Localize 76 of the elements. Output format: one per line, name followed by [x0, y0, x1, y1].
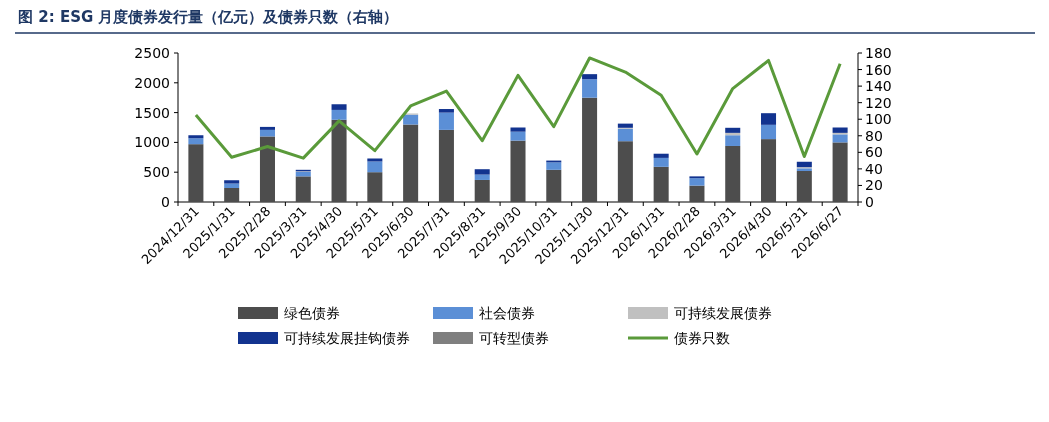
- y2-tick-label: 100: [865, 111, 892, 128]
- y2-tick-label: 60: [865, 144, 883, 161]
- y-tick-label: 500: [143, 164, 170, 181]
- bar: [761, 124, 777, 140]
- bar: [689, 178, 705, 186]
- bar: [725, 135, 741, 146]
- y2-tick-label: 80: [865, 127, 883, 144]
- bar: [510, 127, 526, 132]
- y-tick-label: 1500: [134, 104, 170, 121]
- bar: [438, 109, 454, 113]
- bar: [367, 172, 383, 202]
- legend-label: 债券只数: [674, 330, 730, 346]
- legend-label: 社会债券: [479, 305, 535, 321]
- bar: [832, 134, 848, 143]
- bar: [617, 123, 633, 128]
- bar: [832, 142, 848, 202]
- bar: [259, 136, 275, 202]
- bar: [617, 128, 633, 142]
- y-tick-label: 0: [161, 194, 170, 210]
- bar: [224, 187, 240, 202]
- bar: [832, 127, 848, 133]
- bar: [725, 127, 741, 133]
- bar: [653, 153, 669, 158]
- bar: [761, 113, 777, 125]
- bar: [188, 138, 204, 145]
- y2-tick-label: 140: [865, 78, 892, 95]
- bar: [259, 129, 275, 137]
- legend-label: 可持续发展挂钩债券: [284, 330, 410, 346]
- bar: [582, 79, 598, 98]
- bar: [689, 185, 705, 202]
- bar: [188, 135, 204, 139]
- y2-tick-label: 180: [865, 45, 892, 61]
- bar: [546, 169, 562, 202]
- bar: [403, 124, 419, 202]
- bar: [761, 139, 777, 202]
- bar: [295, 176, 311, 202]
- bar: [295, 171, 311, 177]
- bar: [796, 161, 812, 168]
- y-tick-label: 2500: [134, 45, 170, 61]
- y-tick-label: 2000: [134, 74, 170, 91]
- bar: [474, 169, 490, 175]
- bar: [188, 144, 204, 202]
- chart-title: 图 2: ESG 月度债券发行量（亿元）及债券只数（右轴）: [18, 8, 399, 26]
- bar: [653, 166, 669, 202]
- y2-tick-label: 0: [865, 194, 874, 210]
- legend-label: 可持续发展债券: [674, 305, 772, 321]
- bar: [474, 179, 490, 202]
- y2-tick-label: 20: [865, 177, 883, 194]
- legend-label: 可转型债券: [479, 330, 549, 346]
- bar: [474, 174, 490, 180]
- bar: [582, 74, 598, 80]
- bar: [367, 161, 383, 173]
- bar: [259, 126, 275, 130]
- bar: [510, 131, 526, 141]
- bar: [224, 180, 240, 184]
- bar: [224, 183, 240, 188]
- bar: [725, 145, 741, 202]
- y2-tick-label: 120: [865, 94, 892, 111]
- bar: [617, 141, 633, 202]
- bar: [582, 97, 598, 202]
- bar: [331, 109, 347, 120]
- bar: [546, 162, 562, 170]
- y2-tick-label: 40: [865, 160, 883, 177]
- line-series: [194, 56, 842, 160]
- bar: [438, 129, 454, 202]
- bar: [653, 157, 669, 167]
- y-tick-label: 1000: [134, 134, 170, 151]
- bar: [331, 104, 347, 110]
- bar: [331, 119, 347, 202]
- y2-tick-label: 160: [865, 61, 892, 78]
- legend-label: 绿色债券: [284, 305, 340, 321]
- bar: [438, 112, 454, 130]
- bar: [510, 140, 526, 202]
- bar: [796, 171, 812, 202]
- bar: [403, 114, 419, 125]
- bar: [367, 158, 383, 162]
